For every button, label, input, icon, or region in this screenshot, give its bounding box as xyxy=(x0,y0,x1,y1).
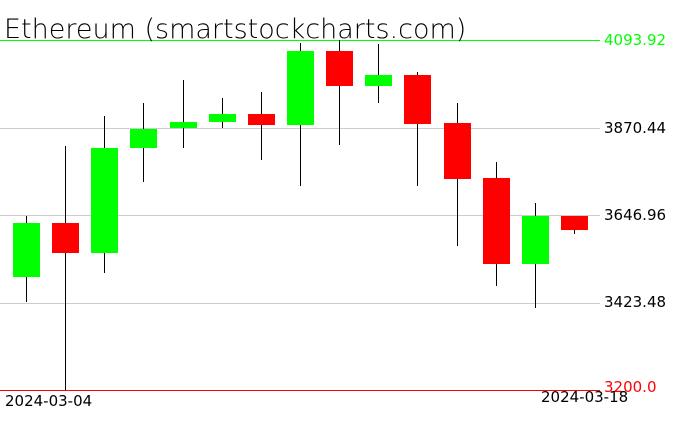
candle-body-up xyxy=(209,114,236,122)
y-tick-label: 3646.96 xyxy=(604,206,666,224)
candle-body-down xyxy=(248,114,275,126)
candle-body-down xyxy=(483,177,510,265)
y-tick-label: 3423.48 xyxy=(604,293,666,311)
candle-body-down xyxy=(444,123,471,180)
candle-body-up xyxy=(365,75,392,87)
candle-body-up xyxy=(170,121,197,128)
x-tick-label: 2024-03-04 xyxy=(5,392,92,410)
candle-body-down xyxy=(404,75,431,124)
candle-body-down xyxy=(561,216,588,231)
candle-body-down xyxy=(52,223,79,254)
x-tick-label: 2024-03-18 xyxy=(541,388,628,406)
chart-title: Ethereum (smartstockcharts.com) xyxy=(4,14,466,45)
y-tick-label: 3200.0 xyxy=(604,378,657,396)
y-tick-label: 4093.92 xyxy=(604,31,666,49)
candle-body-up xyxy=(91,147,118,254)
candle-body-down xyxy=(326,51,353,87)
candle-body-up xyxy=(13,223,40,278)
candles xyxy=(13,40,588,390)
candle-body-up xyxy=(130,129,157,148)
candle-body-up xyxy=(287,51,314,126)
y-tick-label: 3870.44 xyxy=(604,119,666,137)
candle-body-up xyxy=(522,216,549,265)
